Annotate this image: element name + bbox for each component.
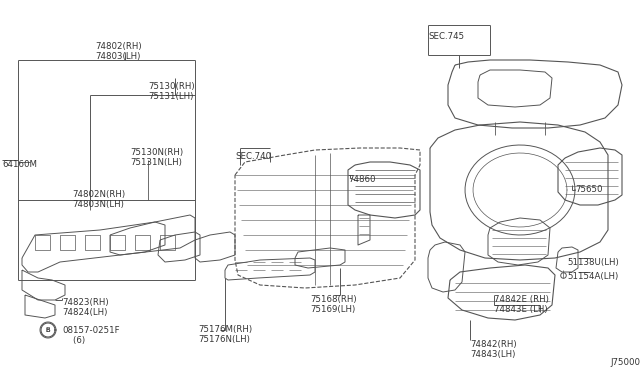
Text: 75130(RH)
75131(LH): 75130(RH) 75131(LH) xyxy=(148,82,195,102)
Text: 74842E (RH)
74843E (LH): 74842E (RH) 74843E (LH) xyxy=(494,295,549,314)
Text: 75176M(RH)
75176N(LH): 75176M(RH) 75176N(LH) xyxy=(198,325,252,344)
Text: 74802(RH)
74803(LH): 74802(RH) 74803(LH) xyxy=(95,42,141,61)
Text: 74823(RH)
74824(LH): 74823(RH) 74824(LH) xyxy=(62,298,109,317)
Text: J750003W: J750003W xyxy=(610,358,640,367)
Text: 08157-0251F
    (6): 08157-0251F (6) xyxy=(62,326,120,345)
Text: 74802N(RH)
74803N(LH): 74802N(RH) 74803N(LH) xyxy=(72,190,125,209)
Text: SEC.745: SEC.745 xyxy=(428,32,464,41)
Text: 74860: 74860 xyxy=(348,175,376,184)
Text: SEC.740: SEC.740 xyxy=(235,152,271,161)
Text: B: B xyxy=(45,327,51,333)
Text: 75650: 75650 xyxy=(575,185,602,194)
Text: 74842(RH)
74843(LH): 74842(RH) 74843(LH) xyxy=(470,340,516,359)
Text: 51154A(LH): 51154A(LH) xyxy=(567,272,618,281)
Text: 64160M: 64160M xyxy=(2,160,37,169)
Text: 51138U(LH): 51138U(LH) xyxy=(567,258,619,267)
Text: 75168(RH)
75169(LH): 75168(RH) 75169(LH) xyxy=(310,295,356,314)
Text: B: B xyxy=(46,327,50,333)
Text: 75130N(RH)
75131N(LH): 75130N(RH) 75131N(LH) xyxy=(130,148,183,167)
